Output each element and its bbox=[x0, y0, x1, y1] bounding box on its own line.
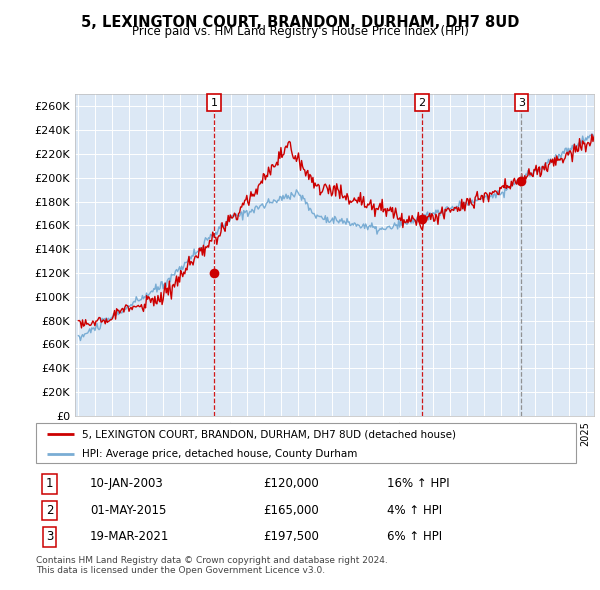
Text: £197,500: £197,500 bbox=[263, 530, 319, 543]
Text: 19-MAR-2021: 19-MAR-2021 bbox=[90, 530, 169, 543]
Text: 1: 1 bbox=[211, 98, 218, 108]
Text: 4% ↑ HPI: 4% ↑ HPI bbox=[387, 504, 442, 517]
Text: 6% ↑ HPI: 6% ↑ HPI bbox=[387, 530, 442, 543]
Text: £120,000: £120,000 bbox=[263, 477, 319, 490]
Text: 2: 2 bbox=[46, 504, 53, 517]
Text: £165,000: £165,000 bbox=[263, 504, 319, 517]
Text: HPI: Average price, detached house, County Durham: HPI: Average price, detached house, Coun… bbox=[82, 450, 357, 460]
Text: Price paid vs. HM Land Registry's House Price Index (HPI): Price paid vs. HM Land Registry's House … bbox=[131, 25, 469, 38]
Text: 01-MAY-2015: 01-MAY-2015 bbox=[90, 504, 166, 517]
Text: Contains HM Land Registry data © Crown copyright and database right 2024.
This d: Contains HM Land Registry data © Crown c… bbox=[36, 556, 388, 575]
Text: 1: 1 bbox=[46, 477, 53, 490]
Text: 2: 2 bbox=[419, 98, 425, 108]
FancyBboxPatch shape bbox=[36, 423, 576, 463]
Text: 10-JAN-2003: 10-JAN-2003 bbox=[90, 477, 164, 490]
Text: 3: 3 bbox=[46, 530, 53, 543]
Text: 5, LEXINGTON COURT, BRANDON, DURHAM, DH7 8UD: 5, LEXINGTON COURT, BRANDON, DURHAM, DH7… bbox=[81, 15, 519, 30]
Text: 5, LEXINGTON COURT, BRANDON, DURHAM, DH7 8UD (detached house): 5, LEXINGTON COURT, BRANDON, DURHAM, DH7… bbox=[82, 430, 456, 440]
Text: 3: 3 bbox=[518, 98, 525, 108]
Text: 16% ↑ HPI: 16% ↑ HPI bbox=[387, 477, 449, 490]
